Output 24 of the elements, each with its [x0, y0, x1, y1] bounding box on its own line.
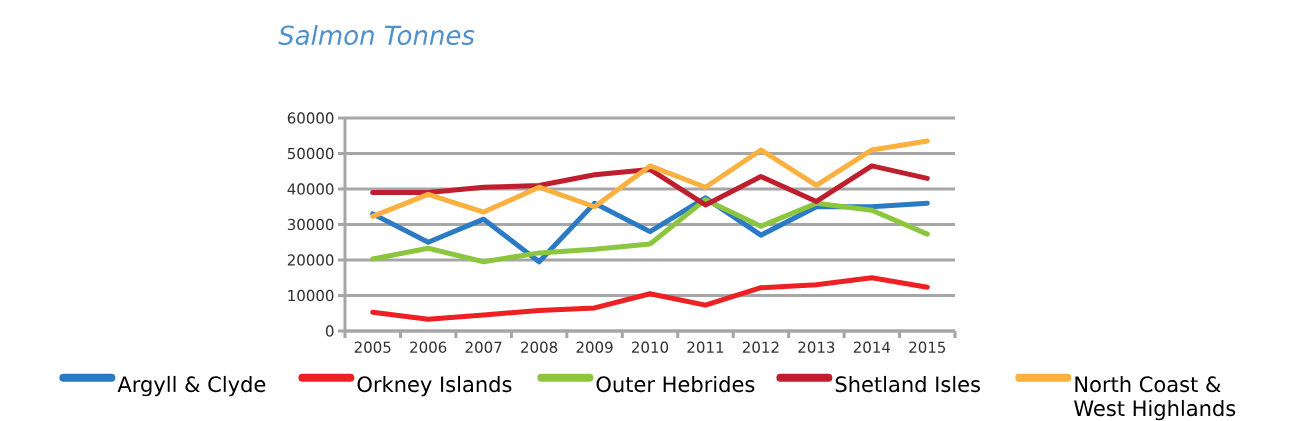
legend-label: Shetland Isles: [835, 375, 980, 393]
x-tick-label: 2012: [742, 341, 779, 353]
chart-title: Salmon Tonnes: [278, 24, 475, 46]
x-tick-label: 2006: [410, 341, 447, 353]
y-tick-label: 10000: [288, 289, 334, 302]
legend-label: Outer Hebrides: [596, 375, 755, 393]
y-tick-label: 20000: [287, 254, 334, 266]
legend-label: Orkney Islands: [357, 375, 512, 397]
x-tick-label: 2013: [798, 341, 835, 353]
x-tick-label: 2009: [576, 341, 613, 353]
x-tick-label: 2014: [853, 341, 891, 353]
y-tick-label: 40000: [287, 183, 334, 195]
x-tick-label: 2011: [687, 341, 724, 353]
x-tick-label: 2010: [632, 341, 669, 353]
y-tick-label: 0: [325, 325, 334, 337]
legend-label: North Coast & West Highlands: [1074, 375, 1236, 421]
x-tick-label: 2007: [465, 341, 502, 353]
y-tick-label: 50000: [287, 147, 334, 160]
x-tick-label: 2008: [521, 341, 558, 353]
x-tick-label: 2015: [909, 341, 946, 353]
x-tick-label: 2005: [354, 341, 391, 353]
legend-label: Argyll & Clyde: [117, 375, 266, 397]
y-tick-label: 30000: [287, 218, 334, 231]
y-tick-label: 60000: [287, 112, 334, 124]
